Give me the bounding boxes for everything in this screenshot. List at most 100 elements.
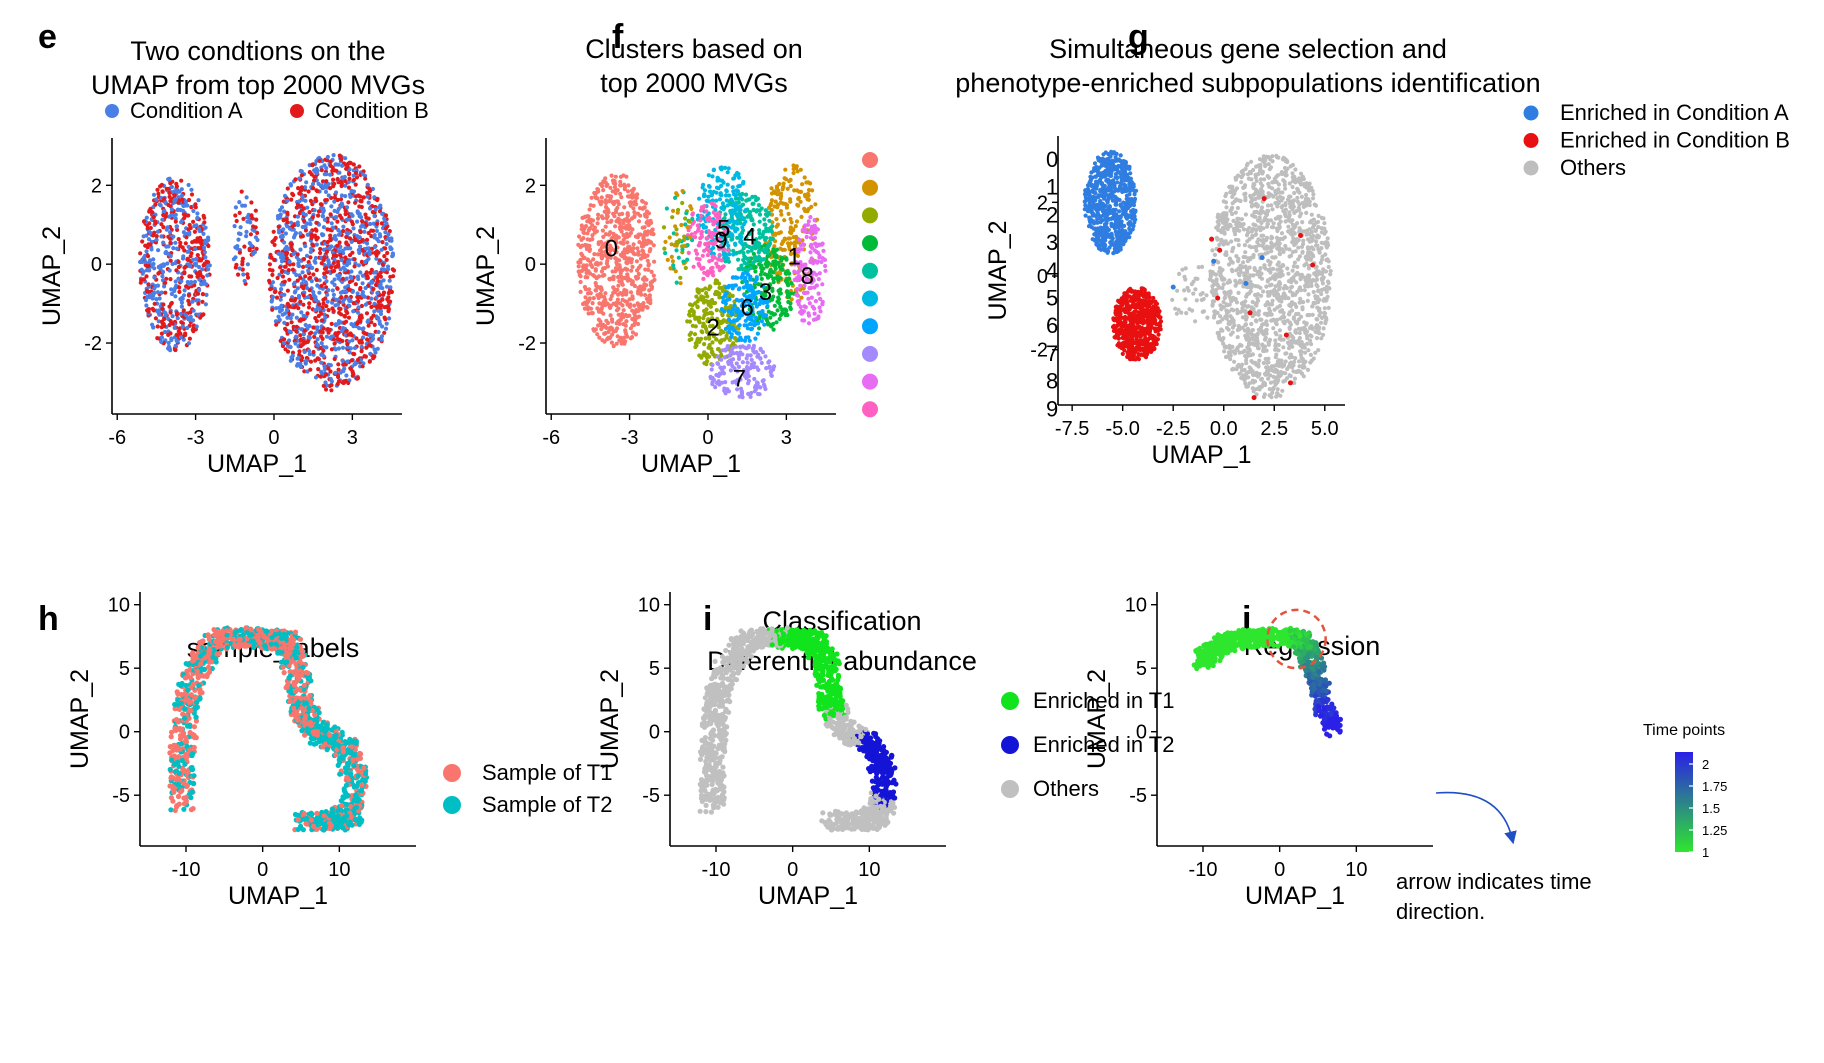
data-point bbox=[376, 308, 381, 313]
data-point bbox=[690, 212, 695, 217]
data-point bbox=[179, 220, 184, 225]
data-point bbox=[643, 292, 648, 298]
data-point bbox=[186, 227, 191, 232]
data-point bbox=[314, 277, 319, 283]
data-point bbox=[382, 315, 387, 320]
data-point bbox=[200, 299, 205, 304]
data-point bbox=[167, 268, 172, 273]
data-point bbox=[753, 321, 759, 326]
data-point bbox=[647, 249, 652, 254]
legend-label: 8 bbox=[1046, 369, 1058, 394]
data-point bbox=[202, 250, 207, 255]
data-point bbox=[282, 311, 288, 316]
data-point bbox=[318, 374, 323, 379]
data-point bbox=[619, 341, 624, 346]
data-point bbox=[340, 300, 345, 305]
data-point bbox=[298, 333, 303, 338]
data-point bbox=[163, 310, 168, 316]
data-point bbox=[687, 219, 692, 224]
data-point bbox=[605, 207, 610, 212]
data-point bbox=[757, 248, 762, 253]
data-point bbox=[298, 275, 303, 280]
data-point bbox=[153, 221, 158, 226]
data-point bbox=[186, 244, 191, 249]
data-point bbox=[182, 270, 187, 275]
data-point bbox=[705, 273, 710, 278]
data-point bbox=[757, 326, 762, 331]
data-point bbox=[280, 268, 285, 273]
data-point bbox=[603, 198, 608, 203]
data-point bbox=[353, 170, 359, 175]
data-point bbox=[336, 162, 341, 167]
data-point bbox=[289, 197, 294, 202]
data-point bbox=[301, 257, 307, 262]
data-point bbox=[720, 201, 726, 206]
legend-item: 3 bbox=[862, 230, 1058, 255]
data-point bbox=[165, 261, 170, 266]
x-tick-label: 0.0 bbox=[1210, 418, 1238, 440]
data-point bbox=[360, 292, 365, 297]
data-point bbox=[170, 321, 175, 326]
data-point bbox=[599, 249, 604, 254]
data-point bbox=[347, 303, 352, 309]
data-point bbox=[282, 320, 287, 325]
data-point bbox=[365, 241, 370, 246]
data-point bbox=[176, 264, 181, 270]
data-point bbox=[778, 266, 783, 271]
legend-swatch bbox=[105, 104, 119, 118]
data-point bbox=[300, 194, 305, 199]
data-point bbox=[806, 219, 811, 224]
data-point bbox=[187, 317, 192, 322]
data-point bbox=[765, 320, 771, 325]
data-point bbox=[335, 381, 340, 387]
data-point bbox=[756, 203, 762, 208]
data-point bbox=[161, 225, 166, 230]
data-point bbox=[274, 295, 280, 300]
chart-title-e-line-0: Two condtions on the bbox=[130, 36, 385, 66]
data-point bbox=[365, 182, 370, 187]
data-point bbox=[303, 340, 308, 345]
panel-label-j: j bbox=[1241, 600, 1251, 638]
data-point bbox=[304, 285, 310, 291]
data-point bbox=[338, 154, 343, 159]
data-point bbox=[788, 183, 793, 189]
data-point bbox=[195, 253, 200, 258]
data-point bbox=[306, 334, 311, 339]
data-point bbox=[346, 296, 351, 301]
data-point bbox=[338, 252, 343, 258]
data-point bbox=[611, 277, 616, 282]
data-point bbox=[785, 289, 790, 294]
data-point bbox=[349, 276, 354, 281]
data-point bbox=[595, 252, 601, 257]
data-point bbox=[592, 230, 598, 235]
data-point bbox=[631, 251, 636, 256]
data-point bbox=[806, 180, 811, 185]
data-point bbox=[783, 278, 788, 283]
data-point bbox=[736, 205, 741, 210]
data-point bbox=[631, 246, 636, 251]
data-point bbox=[738, 195, 743, 200]
data-point bbox=[577, 234, 582, 239]
data-point bbox=[717, 285, 722, 290]
data-point bbox=[792, 188, 797, 193]
data-point bbox=[745, 326, 750, 331]
data-point bbox=[358, 285, 363, 291]
data-point bbox=[190, 257, 196, 262]
data-point bbox=[141, 219, 147, 224]
data-point bbox=[169, 336, 174, 341]
data-point bbox=[145, 254, 151, 259]
data-point bbox=[160, 217, 165, 222]
chart-title-f-line-0: Clusters based on bbox=[585, 34, 803, 64]
data-point bbox=[154, 197, 159, 202]
data-point bbox=[186, 285, 191, 290]
data-point bbox=[313, 316, 318, 321]
data-point bbox=[630, 316, 635, 322]
data-point bbox=[336, 206, 341, 212]
data-point bbox=[735, 275, 740, 280]
data-point bbox=[736, 331, 742, 336]
data-point bbox=[769, 198, 775, 203]
data-point bbox=[144, 215, 149, 220]
data-point bbox=[351, 351, 356, 356]
data-point bbox=[596, 189, 601, 194]
data-point bbox=[386, 236, 391, 241]
